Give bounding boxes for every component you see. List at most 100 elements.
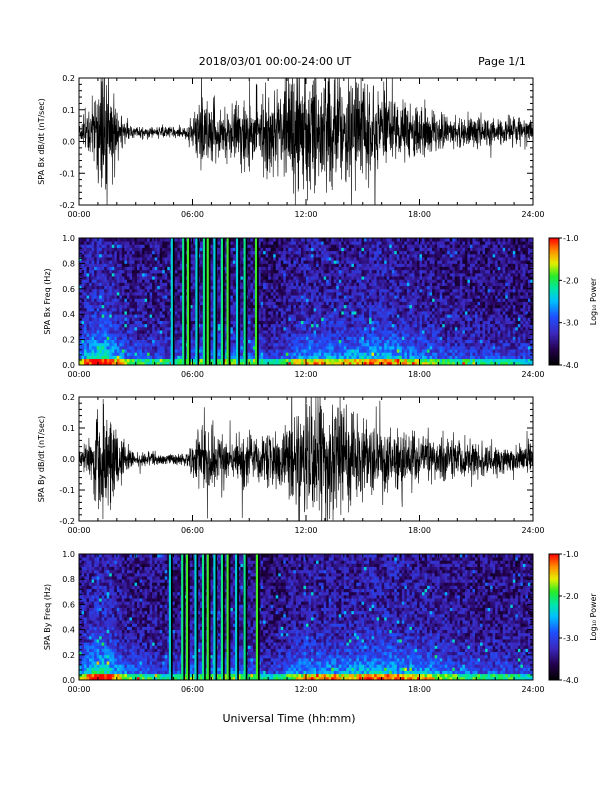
spectrogram-cell: [233, 355, 236, 359]
spectrogram-cell: [218, 273, 221, 277]
spectrogram-cell: [278, 295, 281, 299]
spectrogram-cell: [351, 355, 354, 359]
spectrogram-cell: [102, 327, 105, 331]
spectrogram-cell: [122, 244, 125, 248]
spectrogram-cell: [359, 352, 362, 356]
spectrogram-cell: [137, 241, 140, 245]
spectrogram-cell: [218, 276, 221, 280]
spectrogram-cell: [331, 298, 334, 302]
spectrogram-cell: [359, 314, 362, 318]
spectrogram-cell: [92, 359, 95, 363]
spectrogram-cell: [129, 359, 132, 363]
spectrogram-cell: [94, 241, 97, 245]
spectrogram-cell: [240, 263, 243, 267]
spectrogram-cell: [268, 324, 271, 328]
spectrogram-cell: [296, 260, 299, 264]
spectrogram-cell: [84, 282, 87, 286]
spectrogram-cell: [117, 355, 120, 359]
spectrogram-cell: [278, 359, 281, 363]
spectrogram-cell: [281, 298, 284, 302]
spectrogram-cell: [281, 343, 284, 347]
spectrogram-cell: [326, 273, 329, 277]
spectrogram-cell: [268, 260, 271, 264]
spectrogram-cell: [293, 346, 296, 350]
spectrogram-cell: [137, 254, 140, 258]
spectrogram-cell: [293, 311, 296, 315]
spectrogram-cell: [177, 302, 180, 306]
spectrogram-cell: [127, 276, 130, 280]
spectrogram-cell: [248, 286, 251, 290]
spectrogram-cell: [326, 327, 329, 331]
spectrogram-cell: [344, 251, 347, 255]
spectrogram-cell: [97, 324, 100, 328]
spectrogram-cell: [107, 251, 110, 255]
spectrogram-cell: [369, 336, 372, 340]
spectrogram-cell: [124, 244, 127, 248]
spectrogram-cell: [372, 257, 375, 261]
spectrogram-cell: [218, 254, 221, 258]
spectrogram-cell: [124, 295, 127, 299]
spectrogram-cell: [351, 314, 354, 318]
spectrogram-cell: [326, 340, 329, 344]
spectrogram-cell: [344, 359, 347, 363]
spectrogram-cell: [129, 308, 132, 312]
spectrogram-cell: [230, 330, 233, 334]
spectrogram-cell: [134, 244, 137, 248]
spectrogram-cell: [276, 343, 279, 347]
spectrogram-cell: [127, 336, 130, 340]
spectrogram-cell: [233, 308, 236, 312]
spectrogram-cell: [109, 327, 112, 331]
spectrogram-cell: [122, 295, 125, 299]
spectrogram-cell: [351, 352, 354, 356]
spectrogram-cell: [379, 333, 382, 337]
spectrogram-cell: [97, 282, 100, 286]
spectrogram-cell: [361, 311, 364, 315]
spectrogram-cell: [92, 251, 95, 255]
spectrogram-cell: [286, 302, 289, 306]
spectrogram-cell: [150, 317, 153, 321]
spectrogram-cell: [367, 340, 370, 344]
spectrogram-cell: [134, 327, 137, 331]
spectrogram-cell: [140, 321, 143, 325]
spectrogram-cell: [367, 308, 370, 312]
spectrogram-cell: [309, 359, 312, 363]
spectrogram-cell: [268, 263, 271, 267]
spectrogram-cell: [296, 248, 299, 252]
spectrogram-cell: [87, 251, 90, 255]
spectrogram-cell: [354, 254, 357, 258]
spectrogram-cell: [329, 279, 332, 283]
spectrogram-cell: [160, 333, 163, 337]
spectrogram-cell: [288, 311, 291, 315]
spectrogram-cell: [94, 273, 97, 277]
spectrogram-cell: [132, 260, 135, 264]
spectrogram-cell: [127, 279, 130, 283]
spectrogram-cell: [114, 241, 117, 245]
spectrogram-cell: [165, 282, 168, 286]
spectrogram-cell: [377, 263, 380, 267]
spectrogram-cell: [384, 333, 387, 337]
spectrogram-cell: [359, 359, 362, 363]
spectrogram-cell: [137, 321, 140, 325]
spectrogram-cell: [160, 324, 163, 328]
spectrogram-cell: [303, 308, 306, 312]
spectrogram-cell: [372, 267, 375, 271]
spectrogram-cell: [311, 343, 314, 347]
spectrogram-cell: [291, 352, 294, 356]
spectrogram-cell: [334, 343, 337, 347]
spectrogram-cell: [273, 270, 276, 274]
spectrogram-cell: [298, 282, 301, 286]
spectrogram-cell: [251, 292, 254, 296]
spectrogram-cell: [326, 298, 329, 302]
spectrogram-cell: [361, 298, 364, 302]
spectrogram-cell: [309, 289, 312, 293]
spectrogram-cell: [291, 311, 294, 315]
spectrogram-cell: [104, 282, 107, 286]
spectrogram-cell: [155, 286, 158, 290]
spectrogram-cell: [175, 248, 178, 252]
spectrogram-cell: [145, 321, 148, 325]
spectrogram-cell: [293, 282, 296, 286]
spectrogram-cell: [87, 311, 90, 315]
spectrogram-cell: [283, 295, 286, 299]
spectrogram-cell: [288, 333, 291, 337]
spectrogram-cell: [210, 254, 213, 258]
